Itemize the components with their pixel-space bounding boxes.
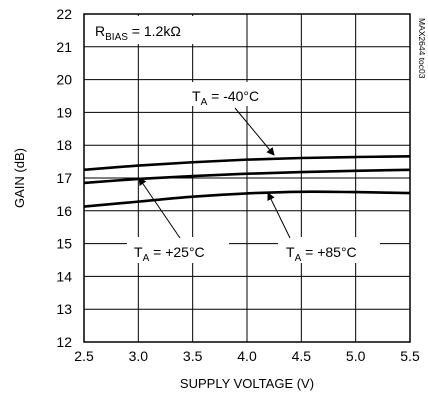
- t40-main: T: [192, 88, 201, 104]
- t85-sub: A: [295, 253, 302, 264]
- rbias-sub: BIAS: [105, 32, 128, 43]
- rbias-main: R: [95, 23, 105, 39]
- svg-text:TA = +25°C: TA = +25°C: [134, 244, 205, 264]
- t40-sub: A: [201, 97, 208, 108]
- svg-text:TA = -40°C: TA = -40°C: [192, 88, 259, 108]
- y-tick-label: 19: [56, 104, 72, 120]
- t85-main: T: [286, 244, 295, 260]
- tick-labels: 2.5 3.0 3.5 4.0 4.5 5.0 5.5 12 13 14 15 16 17 18 19 20 2…: [56, 6, 420, 364]
- t25-annotation: TA = +25°C: [127, 177, 229, 264]
- y-tick-label: 15: [56, 236, 72, 252]
- y-axis-title: GAIN (dB): [12, 148, 27, 208]
- series-layer: [83, 155, 411, 208]
- t85-annotation: TA = +85°C: [267, 192, 380, 264]
- x-tick-label: 4.0: [237, 348, 257, 364]
- t25-main: T: [134, 244, 143, 260]
- y-tick-label: 21: [56, 39, 72, 55]
- x-tick-label: 4.5: [292, 348, 312, 364]
- x-tick-label: 3.0: [129, 348, 149, 364]
- x-tick-label: 3.5: [183, 348, 203, 364]
- t25-arrow: [138, 177, 181, 239]
- series-line-2: [83, 168, 411, 185]
- x-tick-label: 5.0: [346, 348, 366, 364]
- svg-text:TA = +85°C: TA = +85°C: [286, 244, 357, 264]
- y-tick-label: 14: [56, 268, 72, 284]
- rbias-annotation: RBIAS = 1.2kΩ: [86, 16, 196, 44]
- chart-id-label: MAX2644 toc03: [417, 18, 427, 79]
- t-40-annotation: TA = -40°C: [186, 82, 286, 156]
- y-tick-label: 13: [56, 301, 72, 317]
- grid: [83, 13, 411, 343]
- t25-rest: = +25°C: [149, 244, 204, 260]
- x-axis-title: SUPPLY VOLTAGE (V): [180, 376, 314, 391]
- y-tick-label: 16: [56, 203, 72, 219]
- y-tick-label: 22: [56, 6, 72, 22]
- t85-arrow: [267, 192, 291, 239]
- y-tick-label: 12: [56, 334, 72, 350]
- svg-text:RBIAS = 1.2kΩ: RBIAS = 1.2kΩ: [95, 23, 181, 43]
- series-line-1: [83, 155, 411, 172]
- t25-sub: A: [143, 253, 150, 264]
- t40-rest: = -40°C: [207, 88, 259, 104]
- x-tick-label: 2.5: [74, 348, 94, 364]
- rbias-rest: = 1.2kΩ: [128, 23, 181, 39]
- y-tick-label: 18: [56, 137, 72, 153]
- series-line-3: [83, 190, 411, 208]
- x-tick-label: 5.5: [400, 348, 420, 364]
- plot-frame: [83, 13, 411, 343]
- y-tick-label: 17: [56, 170, 72, 186]
- t85-rest: = +85°C: [301, 244, 356, 260]
- y-tick-label: 20: [56, 72, 72, 88]
- t40-arrow: [234, 107, 275, 156]
